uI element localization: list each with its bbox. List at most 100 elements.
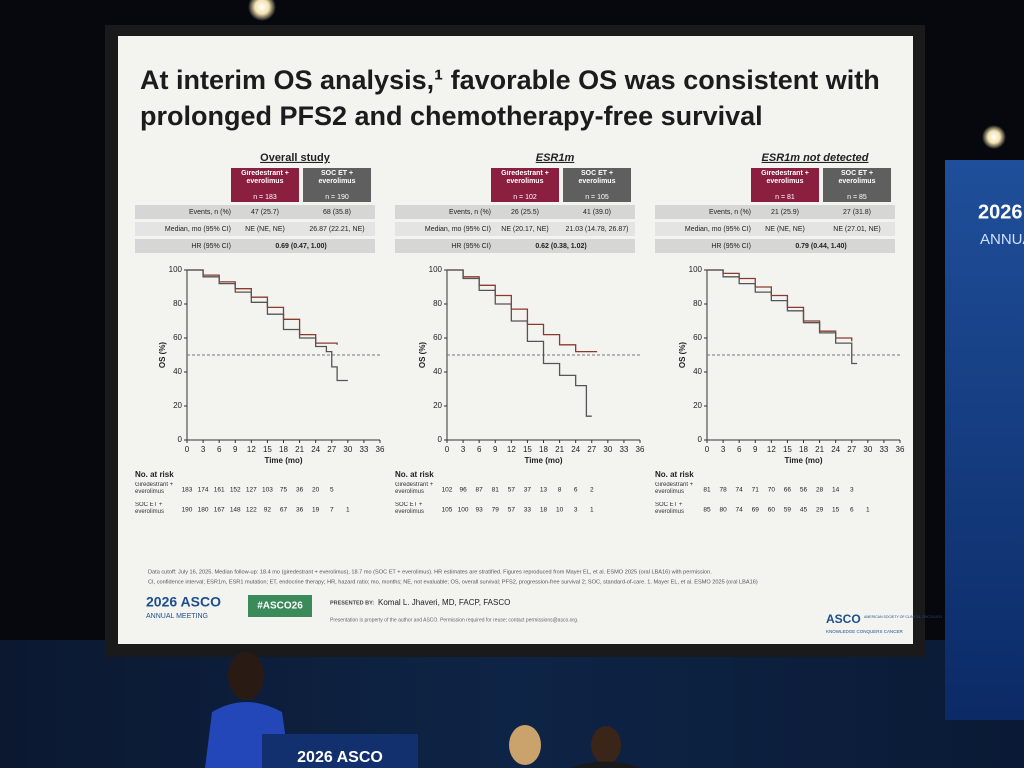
km-curve bbox=[447, 269, 598, 353]
y-tick-label: 40 bbox=[433, 367, 442, 376]
risk-count: 70 bbox=[768, 487, 776, 494]
km-curve bbox=[187, 269, 348, 382]
risk-count: 87 bbox=[476, 487, 484, 494]
km-curve bbox=[707, 269, 858, 365]
arm-box bbox=[563, 168, 631, 202]
risk-count: 67 bbox=[280, 507, 288, 514]
panel-heading: ESR1m bbox=[536, 152, 575, 164]
slide-title: prolonged PFS2 and chemotherapy-free sur… bbox=[140, 101, 763, 131]
x-tick-label: 24 bbox=[831, 445, 840, 454]
row-label: Events, n (%) bbox=[189, 209, 231, 216]
y-tick-label: 100 bbox=[429, 265, 443, 274]
footer-hashtag: #ASCO26 bbox=[257, 601, 303, 612]
footnote: CI, confidence interval; ESR1m, ESR1 mut… bbox=[148, 579, 758, 585]
row-band bbox=[135, 205, 375, 219]
panel-heading: Overall study bbox=[260, 152, 331, 164]
arm-n: n = 183 bbox=[253, 194, 277, 201]
risk-count: 6 bbox=[850, 507, 854, 514]
risk-count: 92 bbox=[264, 507, 272, 514]
risk-count: 3 bbox=[850, 487, 854, 494]
row-value: NE (20.17, NE) bbox=[501, 226, 548, 233]
row-label: HR (95% CI) bbox=[451, 243, 491, 250]
risk-count: 1 bbox=[866, 507, 870, 514]
arm-box bbox=[491, 168, 559, 202]
risk-count: 15 bbox=[832, 507, 840, 514]
risk-count: 20 bbox=[312, 487, 320, 494]
x-tick-label: 18 bbox=[799, 445, 808, 454]
x-tick-label: 27 bbox=[587, 445, 596, 454]
risk-count: 2 bbox=[590, 487, 594, 494]
panelist-head bbox=[509, 725, 541, 765]
risk-count: 85 bbox=[703, 507, 711, 514]
row-value: 21.03 (14.78, 26.87) bbox=[565, 226, 628, 233]
row-value: NE (NE, NE) bbox=[245, 226, 285, 233]
x-tick-label: 36 bbox=[896, 445, 905, 454]
row-value: 41 (39.0) bbox=[583, 209, 611, 216]
risk-count: 152 bbox=[230, 487, 241, 494]
risk-count: 10 bbox=[556, 507, 564, 514]
x-tick-label: 6 bbox=[217, 445, 222, 454]
footer-notice: Presentation is property of the author a… bbox=[330, 617, 578, 623]
x-tick-label: 36 bbox=[376, 445, 385, 454]
footer-logo: ASCO bbox=[826, 612, 861, 626]
arm-name-box: SOC ET + everolimus bbox=[578, 170, 616, 185]
row-band bbox=[395, 239, 635, 253]
risk-count: 18 bbox=[540, 507, 548, 514]
y-tick-label: 60 bbox=[693, 333, 702, 342]
y-tick-label: 40 bbox=[693, 367, 702, 376]
panel-heading: ESR1m not detected bbox=[762, 152, 869, 164]
row-value: 27 (31.8) bbox=[843, 209, 871, 216]
row-value: NE (NE, NE) bbox=[765, 226, 805, 233]
risk-name-box: Giredestrant + everolimus bbox=[395, 482, 433, 495]
arm-box bbox=[231, 168, 299, 202]
risk-count: 14 bbox=[832, 487, 840, 494]
x-tick-label: 18 bbox=[539, 445, 548, 454]
risk-count: 60 bbox=[768, 507, 776, 514]
risk-name-box: Giredestrant + everolimus bbox=[655, 482, 693, 495]
y-tick-label: 20 bbox=[433, 401, 442, 410]
row-label: Events, n (%) bbox=[449, 209, 491, 216]
x-tick-label: 33 bbox=[879, 445, 888, 454]
risk-count: 75 bbox=[280, 487, 288, 494]
podium-text: 2026 ASCO bbox=[297, 749, 383, 766]
risk-count: 3 bbox=[574, 507, 578, 514]
arm-box bbox=[751, 168, 819, 202]
risk-label: No. at risk bbox=[135, 470, 174, 479]
footer-presenter: Komal L. Jhaveri, MD, FACP, FASCO bbox=[378, 598, 510, 607]
risk-count: 36 bbox=[296, 507, 304, 514]
x-tick-label: 30 bbox=[343, 445, 352, 454]
risk-count: 74 bbox=[736, 487, 744, 494]
x-tick-label: 12 bbox=[767, 445, 776, 454]
risk-count: 180 bbox=[198, 507, 209, 514]
arm-n: n = 190 bbox=[325, 194, 349, 201]
risk-name-box: SOC ET + everolimus bbox=[135, 502, 164, 515]
arm-name: SOC ET + everolimus bbox=[578, 170, 616, 185]
panelist-body bbox=[570, 761, 640, 768]
risk-count: 78 bbox=[719, 487, 727, 494]
km-curve bbox=[707, 269, 853, 342]
x-tick-label: 15 bbox=[523, 445, 532, 454]
x-tick-label: 36 bbox=[636, 445, 645, 454]
row-band bbox=[135, 222, 375, 236]
x-tick-label: 3 bbox=[721, 445, 726, 454]
risk-count: 79 bbox=[492, 507, 500, 514]
x-tick-label: 15 bbox=[263, 445, 272, 454]
x-tick-label: 24 bbox=[311, 445, 320, 454]
x-tick-label: 0 bbox=[705, 445, 710, 454]
x-tick-label: 24 bbox=[571, 445, 580, 454]
x-tick-label: 30 bbox=[863, 445, 872, 454]
arm-name: SOC ET + everolimus bbox=[838, 170, 876, 185]
km-curve bbox=[447, 269, 592, 417]
x-tick-label: 6 bbox=[477, 445, 482, 454]
risk-count: 19 bbox=[312, 507, 320, 514]
row-band bbox=[655, 239, 895, 253]
row-label: Median, mo (95% CI) bbox=[685, 226, 751, 233]
risk-count: 7 bbox=[330, 507, 334, 514]
km-curve bbox=[187, 269, 338, 345]
x-tick-label: 21 bbox=[295, 445, 304, 454]
risk-count: 183 bbox=[182, 487, 193, 494]
slide-title: At interim OS analysis,¹ favorable OS wa… bbox=[140, 65, 880, 95]
row-value: 26 (25.5) bbox=[511, 209, 539, 216]
